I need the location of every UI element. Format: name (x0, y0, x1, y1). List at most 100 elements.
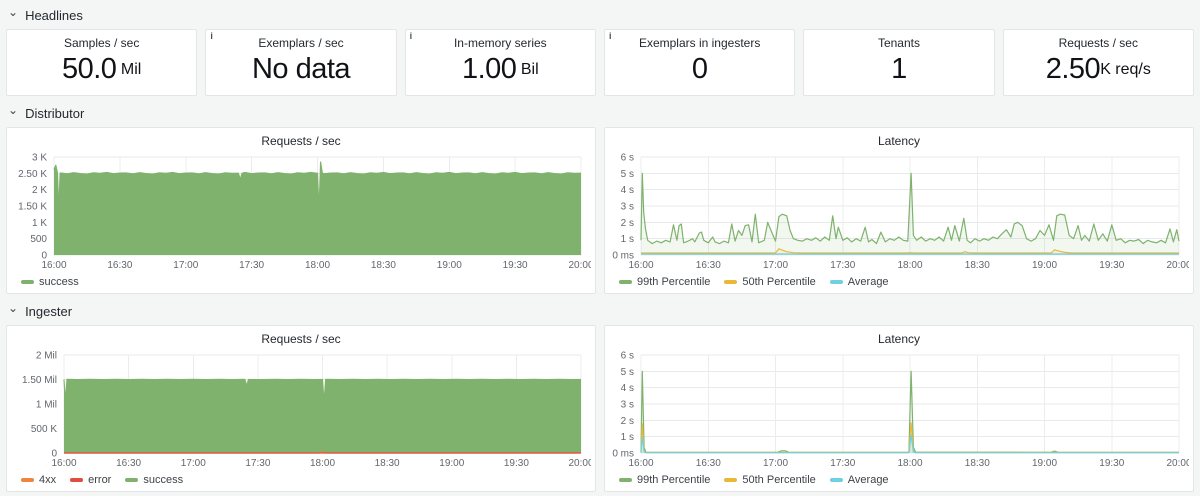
chart-canvas[interactable]: 0 ms 1 s 2 s 3 s 4 s 5 s 6 s 16:00 16:30 17:00 17:… (609, 350, 1189, 471)
panel-title[interactable]: Requests / sec (1058, 36, 1138, 50)
info-icon[interactable]: i (608, 31, 612, 41)
panel-title[interactable]: Exemplars in ingesters (638, 36, 761, 50)
stat-panel-in-memory-series: i In-memory series 1.00 Bil (404, 29, 596, 96)
legend-item[interactable]: Average (829, 276, 889, 289)
legend-item[interactable]: 50th Percentile (724, 474, 816, 486)
section-title: Ingester (25, 303, 73, 319)
legend-marker-icon (619, 280, 632, 285)
series-area-success (54, 161, 581, 255)
chart-body[interactable]: 0 500 K 1 Mil 1.50 Mil 2 Mil 16:00 16:30 17:00 1… (11, 350, 591, 471)
y-axis-tick-label: 500 K (31, 424, 57, 435)
x-axis-tick-label: 19:30 (503, 260, 528, 271)
chart-canvas[interactable]: 0 500 K 1 Mil 1.50 Mil 2 Mil 16:00 16:30 17:00 1… (11, 350, 591, 471)
stat-value-wrap: No data (206, 50, 395, 95)
y-axis-tick-label: 500 (30, 234, 47, 245)
y-axis-tick-label: 0 (51, 448, 57, 459)
panel-title[interactable]: Requests / sec (261, 332, 341, 346)
x-axis-tick-label: 17:30 (239, 260, 264, 271)
y-axis-tick-label: 2 Mil (36, 350, 57, 361)
stat-value: 2.50 (1045, 53, 1101, 85)
legend-item[interactable]: success (125, 474, 183, 486)
legend-item[interactable]: 4xx (21, 474, 56, 486)
legend-item[interactable]: success (21, 276, 79, 288)
legend-item[interactable]: error (70, 474, 111, 486)
stat-value-wrap: 50.0 Mil (7, 50, 196, 95)
chart-body[interactable]: 0 ms 1 s 2 s 3 s 4 s 5 s 6 s 16:00 16:30 17:00 17:… (609, 350, 1189, 471)
x-axis-tick-label: 18:00 (897, 260, 922, 271)
panel-title[interactable]: Tenants (877, 36, 920, 50)
panel-title[interactable]: Requests / sec (261, 134, 341, 148)
stat-value: 1.00 (461, 53, 517, 85)
panel-title[interactable]: In-memory series (453, 36, 547, 50)
chevron-down-icon: ⌄ (8, 103, 19, 117)
y-axis-tick-label: 2 s (621, 218, 634, 229)
chart-body[interactable]: 0 ms 1 s 2 s 3 s 4 s 5 s 6 s 16:00 16:30 17:00 17:… (609, 152, 1189, 273)
y-axis-tick-label: 6 s (621, 350, 634, 361)
y-axis-tick-label: 3 s (621, 399, 634, 410)
panel-title[interactable]: Exemplars / sec (258, 36, 344, 50)
series-line-99th-percentile (640, 172, 1180, 244)
y-axis-tick-label: 2 s (621, 416, 634, 427)
x-axis-tick-label: 16:30 (107, 260, 132, 271)
y-axis-tick-label: 3 s (621, 201, 634, 212)
legend-item[interactable]: 99th Percentile (619, 474, 710, 486)
chart-legend: 99th Percentile 50th Percentile Average (609, 273, 1189, 291)
x-axis-tick-label: 19:30 (1099, 458, 1124, 469)
stat-value: 50.0 (61, 53, 117, 85)
legend-item[interactable]: 99th Percentile (619, 276, 710, 288)
legend-item[interactable]: 50th Percentile (724, 276, 816, 288)
x-axis-tick-label: 17:00 (181, 458, 206, 469)
stat-value-wrap: 1 (804, 50, 993, 95)
y-axis-tick-label: 5 s (621, 367, 634, 378)
legend-marker-icon (21, 280, 34, 285)
legend-item[interactable]: Average (829, 474, 889, 486)
stat-panel-samples-per-sec: Samples / sec 50.0 Mil (6, 29, 198, 96)
x-axis-tick-label: 16:00 (51, 458, 76, 469)
y-axis-tick-label: 4 s (621, 383, 634, 394)
legend-label: Average (847, 276, 889, 289)
series-line-50th-percentile (641, 247, 1179, 254)
section-title: Distributor (25, 105, 85, 121)
x-axis-tick-label: 18:30 (375, 458, 400, 469)
y-axis-tick-label: 0 ms (612, 448, 634, 459)
legend-label: error (88, 474, 112, 487)
x-axis-tick-label: 16:30 (696, 260, 721, 271)
legend-marker-icon (125, 478, 139, 483)
x-axis-tick-label: 17:00 (173, 260, 198, 271)
x-axis-tick-label: 20:00 (1166, 458, 1189, 469)
y-axis-tick-label: 4 s (621, 185, 634, 196)
chart-panel-ingester-requests: Requests / sec 0 500 K 1 Mil 1.50 Mil 2 Mil 1… (6, 325, 596, 492)
stat-value: No data (251, 53, 351, 85)
chart-legend: 99th Percentile 50th Percentile Average (609, 471, 1189, 489)
stat-panel-exemplars-per-sec: i Exemplars / sec No data (205, 29, 397, 96)
info-icon[interactable]: i (210, 31, 213, 41)
section-header-headlines[interactable]: ⌄ Headlines (8, 6, 1194, 24)
panel-title[interactable]: Latency (877, 134, 921, 148)
x-axis-tick-label: 18:00 (310, 458, 335, 469)
stat-value-wrap: 1.00 Bil (406, 50, 595, 95)
x-axis-tick-label: 20:00 (1166, 260, 1189, 271)
y-axis-tick-label: 2 K (32, 185, 47, 196)
section-header-distributor[interactable]: ⌄ Distributor (8, 104, 1194, 122)
chart-panel-ingester-latency: Latency 0 ms 1 s 2 s 3 s 4 s 5 s 6 s 16:00 16:30… (604, 325, 1194, 492)
y-axis-tick-label: 2.50 K (18, 169, 47, 180)
stat-unit: Bil (516, 60, 539, 78)
panel-title[interactable]: Latency (877, 332, 921, 346)
chevron-down-icon: ⌄ (8, 301, 19, 315)
x-axis-tick-label: 16:00 (41, 260, 66, 271)
chart-body[interactable]: 0 500 1 K 1.50 K 2 K 2.50 K 3 K 16:00 16:30 17:00… (11, 152, 591, 273)
panel-title[interactable]: Samples / sec (63, 36, 140, 50)
chart-canvas[interactable]: 0 ms 1 s 2 s 3 s 4 s 5 s 6 s 16:00 16:30 17:00 17:… (609, 152, 1189, 273)
stat-panel-exemplars-in-ingesters: i Exemplars in ingesters 0 (603, 29, 796, 96)
section-header-ingester[interactable]: ⌄ Ingester (8, 302, 1194, 320)
chart-canvas[interactable]: 0 500 1 K 1.50 K 2 K 2.50 K 3 K 16:00 16:30 17:00… (11, 152, 591, 273)
series-area-99th-percentile (641, 173, 1179, 255)
x-axis-tick-label: 18:30 (965, 458, 990, 469)
stat-panel-tenants: Tenants 1 (803, 29, 995, 96)
info-icon[interactable]: i (409, 31, 413, 41)
x-axis-tick-label: 19:00 (437, 260, 462, 271)
stat-value-wrap: 0 (605, 50, 794, 95)
x-axis-tick-label: 20:00 (568, 260, 591, 271)
x-axis-tick-label: 17:30 (245, 458, 270, 469)
chart-panel-distributor-latency: Latency 0 ms 1 s 2 s 3 s 4 s 5 s 6 s 16:00 16:30… (604, 127, 1194, 294)
